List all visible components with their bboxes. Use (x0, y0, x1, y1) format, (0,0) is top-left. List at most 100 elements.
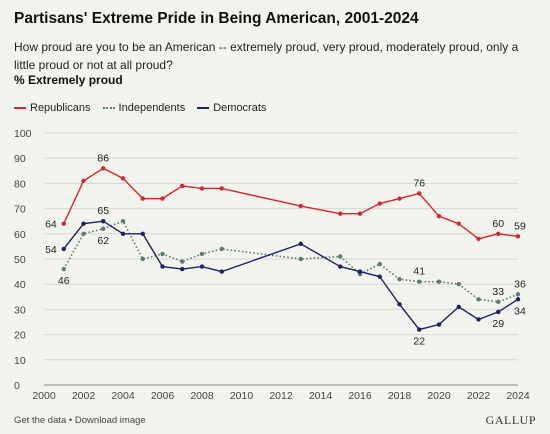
data-point-republicans-2015 (338, 211, 343, 216)
measure-label: % Extremely proud (14, 73, 123, 87)
data-point-independents-2023 (496, 299, 501, 305)
data-label-independents-2023: 33 (492, 286, 504, 298)
series-line-republicans (63, 167, 519, 240)
legend-item-independents[interactable]: Independents (102, 102, 186, 114)
data-point-independents-2017 (377, 261, 382, 267)
series-line-independents (63, 220, 519, 303)
data-point-republicans-2002 (81, 178, 86, 184)
data-point-independents-2022 (476, 297, 481, 302)
footer-links: Get the data • Download image (14, 415, 146, 426)
data-point-republicans-2001 (61, 221, 66, 226)
data-point-democrats-2015 (338, 264, 343, 269)
chart-title: Partisans' Extreme Pride in Being Americ… (14, 10, 419, 27)
y-tick-label-0: 0 (14, 380, 20, 392)
y-tick-label-80: 80 (14, 178, 26, 190)
x-tick-label-2004: 2004 (111, 390, 135, 402)
x-tick-label-2024: 2024 (506, 390, 530, 402)
data-point-independents-2001 (61, 266, 66, 272)
data-label-republicans-2024: 59 (514, 220, 526, 232)
y-tick-label-20: 20 (14, 330, 26, 342)
data-point-republicans-2019 (417, 191, 422, 196)
data-label-democrats-2001: 54 (45, 244, 57, 256)
legend-label-independents: Independents (118, 102, 186, 114)
chart-subtitle: How proud are you to be an American -- e… (14, 40, 519, 72)
data-point-republicans-2021 (456, 221, 461, 226)
data-label-democrats-2023: 29 (492, 318, 504, 330)
data-point-democrats-2024 (515, 297, 521, 302)
data-label-democrats-2019: 22 (413, 336, 425, 348)
y-tick-label-50: 50 (14, 254, 26, 266)
data-point-republicans-2006 (160, 196, 165, 201)
data-point-democrats-2001 (61, 246, 66, 252)
legend-item-republicans[interactable]: Republicans (14, 102, 91, 114)
x-tick-label-2018: 2018 (388, 390, 412, 402)
download-image-link[interactable]: Download image (74, 415, 146, 426)
gallup-logo: GALLUP (485, 413, 536, 427)
data-point-republicans-2023 (496, 231, 501, 236)
chart-legend: Republicans Independents Democrats (14, 102, 266, 114)
data-point-democrats-2008 (199, 264, 205, 269)
data-point-independents-2013 (298, 256, 303, 262)
y-tick-label-100: 100 (14, 128, 32, 140)
data-point-independents-2006 (160, 251, 165, 257)
y-tick-label-30: 30 (14, 304, 26, 316)
data-point-republicans-2020 (436, 213, 442, 219)
legend-label-democrats: Democrats (213, 102, 267, 114)
data-point-independents-2021 (456, 282, 461, 287)
data-point-independents-2020 (436, 279, 442, 284)
footer-separator: • (66, 415, 75, 426)
data-point-independents-2015 (338, 254, 343, 259)
data-point-democrats-2020 (436, 322, 442, 327)
get-data-link[interactable]: Get the data (14, 415, 67, 426)
data-point-democrats-2006 (160, 264, 165, 269)
data-point-democrats-2018 (397, 302, 402, 307)
legend-item-democrats[interactable]: Democrats (197, 102, 266, 114)
data-point-democrats-2003 (101, 219, 106, 224)
data-point-democrats-2023 (496, 309, 501, 315)
data-point-republicans-2008 (199, 186, 205, 191)
data-point-democrats-2002 (81, 221, 86, 226)
data-point-democrats-2005 (140, 231, 145, 236)
data-point-independents-2018 (397, 276, 402, 282)
data-label-democrats-2003: 65 (97, 205, 109, 217)
legend-swatch-republicans (14, 107, 26, 109)
x-tick-label-2000: 2000 (32, 390, 56, 402)
data-label-republicans-2023: 60 (492, 218, 504, 230)
data-point-republicans-2018 (397, 196, 402, 201)
data-point-republicans-2009 (219, 186, 224, 191)
data-point-democrats-2021 (456, 304, 461, 310)
data-point-republicans-2007 (180, 183, 185, 189)
x-tick-label-2016: 2016 (348, 390, 372, 402)
data-label-democrats-2024: 34 (514, 305, 526, 317)
x-tick-label-2010: 2010 (230, 390, 254, 402)
data-label-independents-2001: 46 (58, 275, 70, 287)
data-point-independents-2004 (120, 219, 126, 224)
data-point-democrats-2009 (219, 269, 224, 274)
x-tick-label-2008: 2008 (190, 390, 214, 402)
data-point-independents-2005 (140, 256, 145, 262)
data-point-independents-2003 (101, 226, 106, 231)
data-point-republicans-2005 (140, 196, 145, 201)
data-point-independents-2007 (180, 259, 185, 264)
data-point-republicans-2016 (357, 211, 363, 216)
data-label-independents-2003: 62 (97, 235, 109, 247)
data-point-independents-2024 (515, 292, 521, 297)
data-point-republicans-2017 (377, 201, 382, 206)
data-label-independents-2024: 36 (514, 278, 526, 290)
data-point-republicans-2024 (515, 234, 521, 239)
y-tick-label-90: 90 (14, 153, 26, 165)
x-tick-label-2012: 2012 (269, 390, 293, 402)
y-tick-label-40: 40 (14, 279, 26, 291)
y-tick-label-70: 70 (14, 204, 26, 216)
data-label-republicans-2003: 86 (97, 152, 109, 164)
data-point-democrats-2017 (377, 274, 382, 279)
x-tick-label-2014: 2014 (309, 390, 333, 402)
data-point-democrats-2013 (298, 241, 303, 247)
x-tick-label-2002: 2002 (72, 390, 96, 402)
data-point-republicans-2022 (476, 236, 481, 242)
legend-label-republicans: Republicans (30, 102, 91, 114)
data-point-democrats-2022 (476, 317, 481, 322)
series-line-democrats (63, 220, 519, 331)
data-point-republicans-2013 (298, 203, 303, 209)
